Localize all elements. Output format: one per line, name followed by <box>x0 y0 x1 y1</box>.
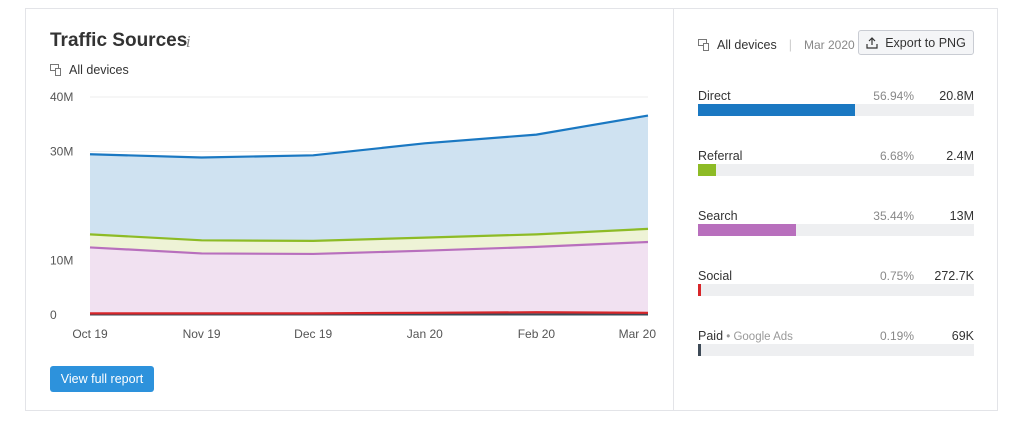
source-value: 272.7K <box>934 269 974 283</box>
source-bar-track <box>698 164 974 176</box>
x-tick-label: Feb 20 <box>518 327 556 341</box>
info-icon[interactable]: i <box>186 33 191 51</box>
y-tick-label: 0 <box>50 308 57 322</box>
x-tick-label: Jan 20 <box>407 327 443 341</box>
export-png-button[interactable]: Export to PNG <box>858 30 974 55</box>
line-direct <box>89 114 649 159</box>
source-bar-fill <box>698 164 717 176</box>
line-search <box>89 240 649 256</box>
source-name-text: Paid <box>698 329 724 343</box>
source-row-paid: Paid • Google Ads 0.19% 69K <box>698 329 974 369</box>
traffic-area-chart: 0 10M 30M 40M Oct 19 Nov 19 Dec 19 Jan 20 Feb 20… <box>50 90 657 341</box>
devices-icon <box>698 39 709 51</box>
export-icon <box>866 36 878 49</box>
line-referral <box>89 227 649 242</box>
x-tick-label: Mar 20 <box>619 327 657 341</box>
source-bar-track <box>698 224 974 236</box>
devices-icon <box>50 64 61 76</box>
view-full-report-button[interactable]: View full report <box>50 366 154 392</box>
source-bar-fill <box>698 284 701 296</box>
y-tick-label: 10M <box>50 254 73 268</box>
source-bar-fill <box>698 104 856 116</box>
source-percent: 0.75% <box>879 269 914 283</box>
header-separator: | <box>788 38 792 52</box>
source-percent: 35.44% <box>873 209 914 223</box>
source-bar-track <box>698 284 974 296</box>
area-direct <box>90 115 648 241</box>
panel-divider <box>673 8 674 411</box>
source-bar-track <box>698 104 974 116</box>
source-bar-fill <box>698 224 796 236</box>
source-name: Paid • Google Ads <box>698 329 793 343</box>
source-value: 13M <box>949 209 974 223</box>
source-value: 69K <box>951 329 974 343</box>
source-name: Search <box>698 209 738 223</box>
source-percent: 0.19% <box>879 329 914 343</box>
source-row-direct: Direct 56.94% 20.8M <box>698 89 974 129</box>
date-label: Mar 2020 <box>804 38 855 52</box>
source-percent: 6.68% <box>879 149 914 163</box>
export-label: Export to PNG <box>885 35 966 50</box>
source-row-referral: Referral 6.68% 2.4M <box>698 149 974 189</box>
source-bar-track <box>698 344 974 356</box>
right-panel-header: All devices | Mar 2020 <box>698 38 855 52</box>
source-value: 20.8M <box>939 89 974 103</box>
source-name: Referral <box>698 149 743 163</box>
widget-title: Traffic Sources <box>50 30 188 51</box>
x-tick-label: Nov 19 <box>183 327 221 341</box>
line-social <box>90 311 649 315</box>
source-sub-label: Google Ads <box>733 331 793 343</box>
devices-filter: All devices <box>50 63 129 77</box>
right-devices-label: All devices <box>717 38 777 52</box>
y-tick-label: 30M <box>50 145 73 159</box>
source-name: Social <box>698 269 733 283</box>
source-value: 2.4M <box>946 149 974 163</box>
source-sub-separator: • <box>723 331 734 343</box>
source-percent: 56.94% <box>873 89 914 103</box>
y-tick-label: 40M <box>50 90 73 104</box>
x-tick-label: Oct 19 <box>72 327 108 341</box>
area-search <box>90 241 648 314</box>
x-tick-label: Dec 19 <box>294 327 332 341</box>
source-row-search: Search 35.44% 13M <box>698 209 974 249</box>
devices-label: All devices <box>69 63 129 77</box>
source-name: Direct <box>698 89 731 103</box>
source-bar-fill <box>698 344 701 356</box>
source-row-social: Social 0.75% 272.7K <box>698 269 974 309</box>
